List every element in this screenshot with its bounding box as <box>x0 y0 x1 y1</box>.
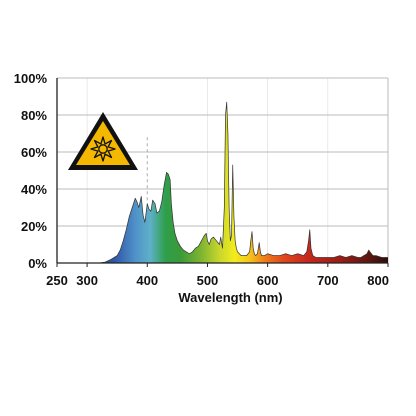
uv-warning-triangle-icon <box>68 112 138 170</box>
x-axis-label: Wavelength (nm) <box>178 290 282 305</box>
y-tick-label: 60% <box>21 145 47 160</box>
x-tick-label: 800 <box>367 273 389 288</box>
axes <box>56 78 388 264</box>
y-tick-label: 80% <box>21 108 47 123</box>
x-tick-label: 300 <box>76 273 98 288</box>
y-tick-label: 100% <box>14 71 48 86</box>
y-axis-ticks: 0% 20% 40% 60% 80% 100% <box>14 71 48 271</box>
spectrum-fill <box>93 102 388 263</box>
spectrum-outline <box>93 101 388 264</box>
y-tick-label: 20% <box>21 219 47 234</box>
sun-rays-icon <box>90 136 116 162</box>
warning-triangle-fill <box>76 121 130 165</box>
x-tick-label: 400 <box>136 273 158 288</box>
x-tick-label: 700 <box>317 273 339 288</box>
x-tick-label: 500 <box>197 273 219 288</box>
y-tick-label: 0% <box>28 256 47 271</box>
spectrum-area <box>93 101 388 264</box>
x-tick-label: 250 <box>46 273 68 288</box>
y-tick-label: 40% <box>21 182 47 197</box>
sun-center-icon <box>98 144 108 154</box>
x-tick-label: 600 <box>257 273 279 288</box>
grid-lines <box>57 77 389 263</box>
x-axis-ticks: 250 300 400 500 600 700 800 <box>46 263 389 288</box>
